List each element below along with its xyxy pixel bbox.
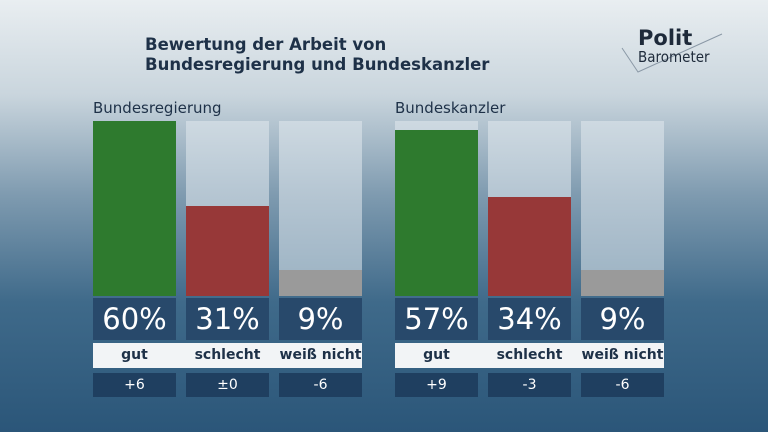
logo-line-1: Polit [638, 26, 693, 50]
value-label: 34% [488, 298, 571, 340]
bar-schlecht [488, 196, 571, 296]
bar-wei--nicht [581, 269, 664, 296]
politbarometer-logo: Polit Barometer [612, 26, 732, 74]
title-line-1: Bewertung der Arbeit von [145, 35, 387, 54]
panel-title: Bundeskanzler [395, 99, 506, 117]
category-label: weiß nicht [279, 347, 362, 363]
category-strip [395, 343, 664, 368]
logo-line-2: Barometer [638, 48, 710, 66]
bar-track [93, 121, 176, 296]
change-label: ±0 [186, 373, 269, 397]
bar-track [488, 121, 571, 296]
category-label: weiß nicht [581, 347, 664, 363]
chart-title: Bewertung der Arbeit von Bundesregierung… [145, 35, 489, 75]
panel-title: Bundesregierung [93, 99, 222, 117]
change-label: -3 [488, 373, 571, 397]
bar-track [186, 121, 269, 296]
value-label: 9% [279, 298, 362, 340]
category-label: schlecht [496, 347, 563, 363]
category-label: gut [121, 347, 148, 363]
bar-wei--nicht [279, 269, 362, 296]
checkmark-icon [621, 33, 723, 73]
change-label: -6 [279, 373, 362, 397]
change-label: -6 [581, 373, 664, 397]
title-line-2: Bundesregierung und Bundeskanzler [145, 55, 490, 74]
value-label: 9% [581, 298, 664, 340]
bar-schlecht [186, 205, 269, 296]
bar-gut [395, 129, 478, 296]
change-label: +9 [395, 373, 478, 397]
bar-track [581, 121, 664, 296]
value-label: 31% [186, 298, 269, 340]
category-label: gut [423, 347, 450, 363]
bar-track [395, 121, 478, 296]
bar-gut [93, 121, 176, 296]
bar-track [279, 121, 362, 296]
value-label: 60% [93, 298, 176, 340]
change-label: +6 [93, 373, 176, 397]
category-label: schlecht [194, 347, 261, 363]
value-label: 57% [395, 298, 478, 340]
category-strip [93, 343, 362, 368]
